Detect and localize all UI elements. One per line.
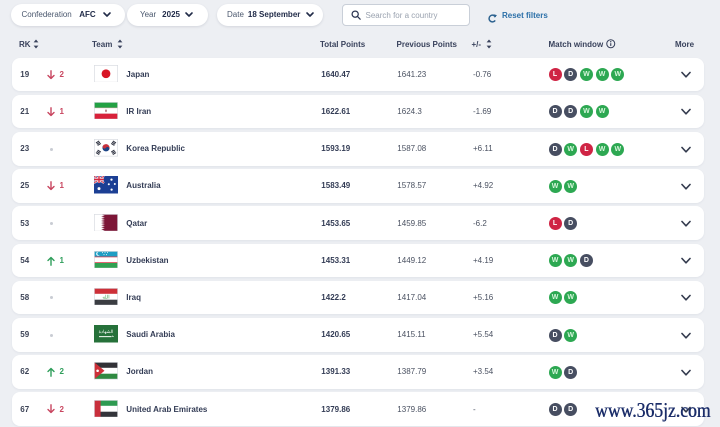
svg-text:الشهادة: الشهادة <box>98 329 113 335</box>
svg-text:الله: الله <box>102 295 109 301</box>
